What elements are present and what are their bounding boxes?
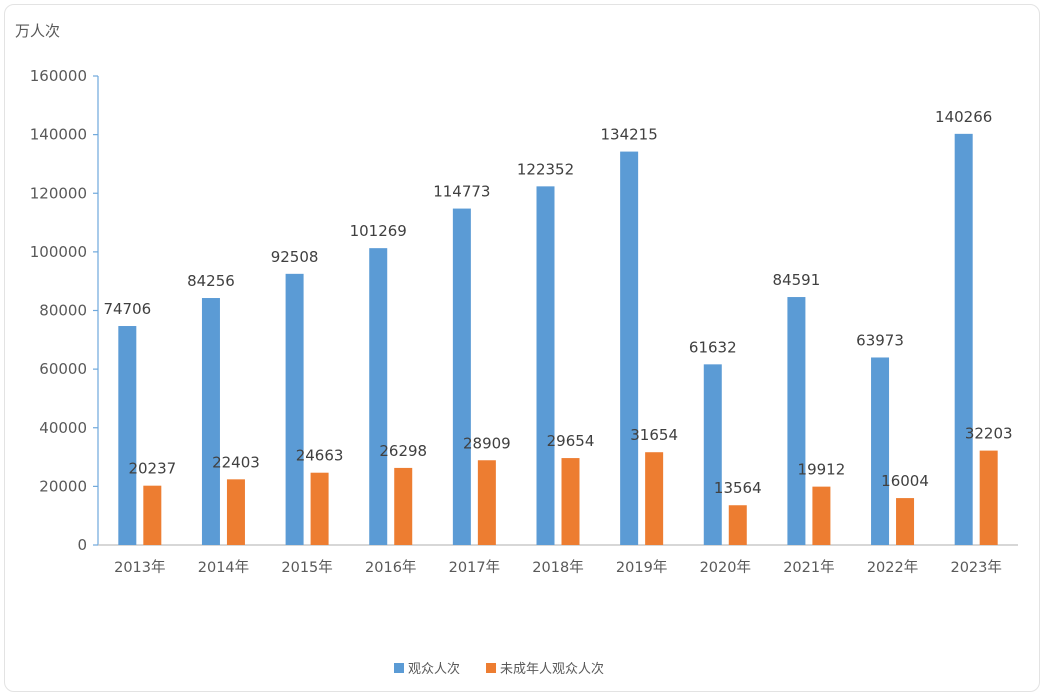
x-tick-label: 2022年 (867, 559, 918, 576)
bar-minor-audience (143, 485, 162, 545)
data-label: 28909 (463, 434, 511, 452)
data-labels: 74706 84256 92508 101269 114773 122352 134215 6… (103, 108, 1012, 497)
data-label: 16004 (881, 472, 929, 490)
bar-minor-audience (394, 467, 413, 545)
legend-swatch (394, 663, 404, 673)
data-label: 22403 (212, 453, 260, 471)
bar-minor-audience (477, 460, 496, 545)
data-label: 84256 (187, 272, 235, 290)
legend: 观众人次 未成年人观众人次 (394, 661, 604, 677)
y-tick-label: 120000 (30, 184, 87, 202)
data-label: 140266 (935, 108, 992, 126)
x-tick-label: 2013年 (114, 559, 165, 576)
bar-audience (201, 298, 220, 545)
bar-audience (703, 364, 722, 545)
x-axis: 2013年 2014年 2015年 2016年 2017年 2018年 2019年 2020年… (98, 544, 1018, 576)
legend-label: 观众人次 (408, 661, 460, 677)
bar-audience (118, 326, 137, 545)
bar-minor-audience (979, 450, 998, 545)
y-tick-label: 160000 (30, 67, 87, 85)
data-label: 20237 (128, 460, 176, 478)
x-tick-label: 2021年 (783, 559, 834, 576)
data-label: 26298 (379, 442, 427, 460)
data-label: 61632 (689, 338, 737, 356)
bar-audience (620, 151, 639, 545)
chart-frame (4, 4, 1040, 692)
bar-minor-audience (812, 486, 831, 545)
x-tick-label: 2020年 (700, 559, 751, 576)
y-tick-label: 40000 (39, 419, 87, 437)
bar-audience (871, 357, 890, 545)
bar-audience (954, 133, 973, 546)
data-label: 101269 (350, 222, 407, 240)
data-label: 84591 (773, 271, 821, 289)
bar-audience (369, 248, 388, 545)
x-tick-label: 2014年 (198, 559, 249, 576)
bar-series (118, 133, 998, 546)
legend-label: 未成年人观众人次 (500, 661, 604, 677)
y-tick-label: 140000 (30, 126, 87, 144)
data-label: 134215 (601, 126, 658, 144)
y-tick-label: 20000 (39, 477, 87, 495)
bar-minor-audience (561, 458, 580, 545)
data-label: 114773 (433, 183, 490, 201)
x-tick-label: 2017年 (449, 559, 500, 576)
bar-minor-audience (728, 505, 747, 545)
data-label: 29654 (547, 432, 595, 450)
y-tick-label: 0 (77, 536, 87, 554)
data-label: 74706 (103, 300, 151, 318)
bar-minor-audience (645, 452, 664, 545)
x-tick-label: 2016年 (365, 559, 416, 576)
x-tick-label: 2023年 (950, 559, 1001, 576)
x-tick-label: 2015年 (281, 559, 332, 576)
bar-audience (452, 208, 471, 545)
y-tick-label: 80000 (39, 302, 87, 320)
bar-audience (787, 297, 806, 545)
y-tick-label: 60000 (39, 360, 87, 378)
data-label: 92508 (271, 248, 319, 266)
y-tick-label: 100000 (30, 243, 87, 261)
legend-swatch (486, 663, 497, 673)
data-label: 32203 (965, 425, 1013, 443)
bar-minor-audience (310, 472, 329, 545)
bar-audience (536, 186, 555, 545)
data-label: 24663 (296, 447, 344, 465)
y-axis: 0 20000 40000 60000 80000 100000 120000 140000 1… (30, 67, 99, 554)
data-label: 122352 (517, 160, 574, 178)
bar-minor-audience (896, 498, 915, 545)
bar-audience (285, 273, 304, 545)
x-tick-label: 2018年 (532, 559, 583, 576)
data-label: 19912 (798, 461, 846, 479)
data-label: 63973 (856, 331, 904, 349)
bar-minor-audience (226, 479, 245, 545)
data-label: 13564 (714, 479, 762, 497)
data-label: 31654 (630, 426, 678, 444)
x-tick-label: 2019年 (616, 559, 667, 576)
y-unit-label: 万人次 (15, 22, 60, 40)
